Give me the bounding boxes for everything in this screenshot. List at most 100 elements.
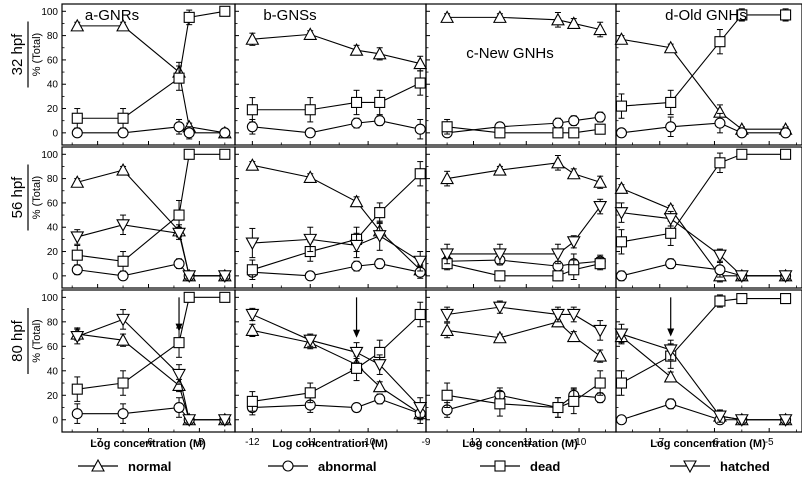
x-axis-label: Log concentration (M) <box>90 438 206 450</box>
y-tick-label: 80 <box>47 174 59 185</box>
point-dead <box>441 389 453 401</box>
point-dead <box>246 104 258 116</box>
y-tick-label: 100 <box>41 293 58 304</box>
x-tick-label: -11 <box>303 437 317 448</box>
point-normal <box>349 43 364 56</box>
point-normal <box>663 369 678 383</box>
point-dead <box>615 100 628 112</box>
legend-label: abnormal <box>318 459 377 474</box>
point-dead <box>594 258 606 270</box>
point-dead <box>714 157 726 169</box>
series-group-r1-c3 <box>614 148 793 283</box>
point-normal <box>593 348 608 362</box>
panel-frame <box>425 3 617 146</box>
point-dead <box>780 293 792 305</box>
series-line-normal <box>447 162 601 183</box>
point-abnormal <box>71 264 83 276</box>
panel-title-2: c-New GNHs <box>466 45 554 62</box>
y-tick-label: 40 <box>47 366 59 377</box>
point-normal <box>245 323 260 336</box>
point-dead <box>374 207 386 219</box>
point-hatched <box>116 219 130 232</box>
series-line-abnormal <box>252 398 421 415</box>
point-hatched <box>372 359 387 372</box>
series-line-hatched <box>252 313 421 408</box>
point-dead <box>414 168 426 180</box>
series-line-dead <box>77 10 225 119</box>
y-tick-label: 80 <box>47 317 59 328</box>
point-normal <box>245 158 260 171</box>
legend-item-dead: dead <box>480 459 560 474</box>
point-hatched <box>713 249 727 263</box>
panel-title-0: a-GNRs <box>85 7 139 24</box>
legend-marker-abnormal <box>282 460 294 472</box>
point-abnormal <box>350 117 363 129</box>
point-abnormal <box>350 401 363 414</box>
point-hatched <box>245 237 260 251</box>
point-normal <box>413 56 428 70</box>
panel-r0-c0: 0 20 40 60 80 100 <box>41 3 236 146</box>
point-normal <box>614 181 629 194</box>
point-hatched <box>172 227 186 241</box>
x-tick-label: -7 <box>93 437 102 448</box>
series-line-dead <box>77 296 225 390</box>
point-dead <box>246 264 258 276</box>
point-abnormal <box>71 127 83 139</box>
y-tick-label: 60 <box>47 55 59 66</box>
point-abnormal <box>594 111 606 123</box>
point-dead <box>183 148 195 160</box>
x-tick-label: -10 <box>361 437 376 448</box>
point-dead <box>594 123 606 135</box>
series-line-hatched <box>77 318 225 421</box>
series-line-abnormal <box>621 403 786 421</box>
arrow-head <box>667 328 675 337</box>
point-hatched <box>566 308 581 322</box>
series-line-abnormal <box>252 263 421 277</box>
point-dead <box>173 337 185 349</box>
x-tick-label: -11 <box>519 437 533 448</box>
point-normal <box>551 12 565 26</box>
series-line-abnormal <box>77 126 225 134</box>
panel-r1-c3 <box>615 146 802 289</box>
x-axis-label: Log concentration (M) <box>650 438 766 450</box>
point-hatched <box>713 410 727 424</box>
point-dead <box>568 395 580 407</box>
point-hatched <box>217 270 232 283</box>
point-hatched <box>413 255 428 269</box>
x-tick-label: -9 <box>422 437 431 448</box>
point-hatched <box>182 414 197 427</box>
point-hatched <box>440 308 455 322</box>
x-tick-label: -6 <box>710 437 719 448</box>
point-dead <box>736 9 748 21</box>
arrow-head <box>175 323 183 332</box>
y-tick-label: 0 <box>52 271 58 282</box>
x-axis-labels-group: Log concentration (M) Log concentration (… <box>90 438 766 450</box>
point-dead <box>615 236 628 248</box>
point-dead <box>219 5 231 17</box>
point-abnormal <box>374 115 386 127</box>
series-line-abnormal <box>252 120 421 134</box>
point-dead <box>441 121 453 133</box>
y-tick-label: 100 <box>41 150 58 161</box>
point-dead <box>414 77 426 89</box>
point-dead <box>173 209 185 221</box>
point-hatched <box>734 270 749 283</box>
point-dead <box>246 395 258 407</box>
point-hatched <box>372 230 387 243</box>
y-tick-label: 60 <box>47 342 59 353</box>
point-hatched <box>663 344 678 358</box>
panel-r0-c2 <box>425 3 617 146</box>
point-normal <box>372 46 387 60</box>
series-line-dead <box>252 82 421 111</box>
y-tick-label: 0 <box>52 415 58 426</box>
point-hatched <box>663 213 678 226</box>
point-dead <box>736 293 748 305</box>
x-tick-label: -7 <box>655 437 664 448</box>
y-axis-label: % (Total) <box>31 176 43 219</box>
series-group-r1-c2 <box>440 155 608 282</box>
panel-r2-c0: 0 20 40 60 80 100 -7 -6 -5 <box>41 289 236 448</box>
point-normal <box>116 18 130 32</box>
point-dead <box>350 362 363 374</box>
x-axis-label: Log concentration (M) <box>462 438 578 450</box>
